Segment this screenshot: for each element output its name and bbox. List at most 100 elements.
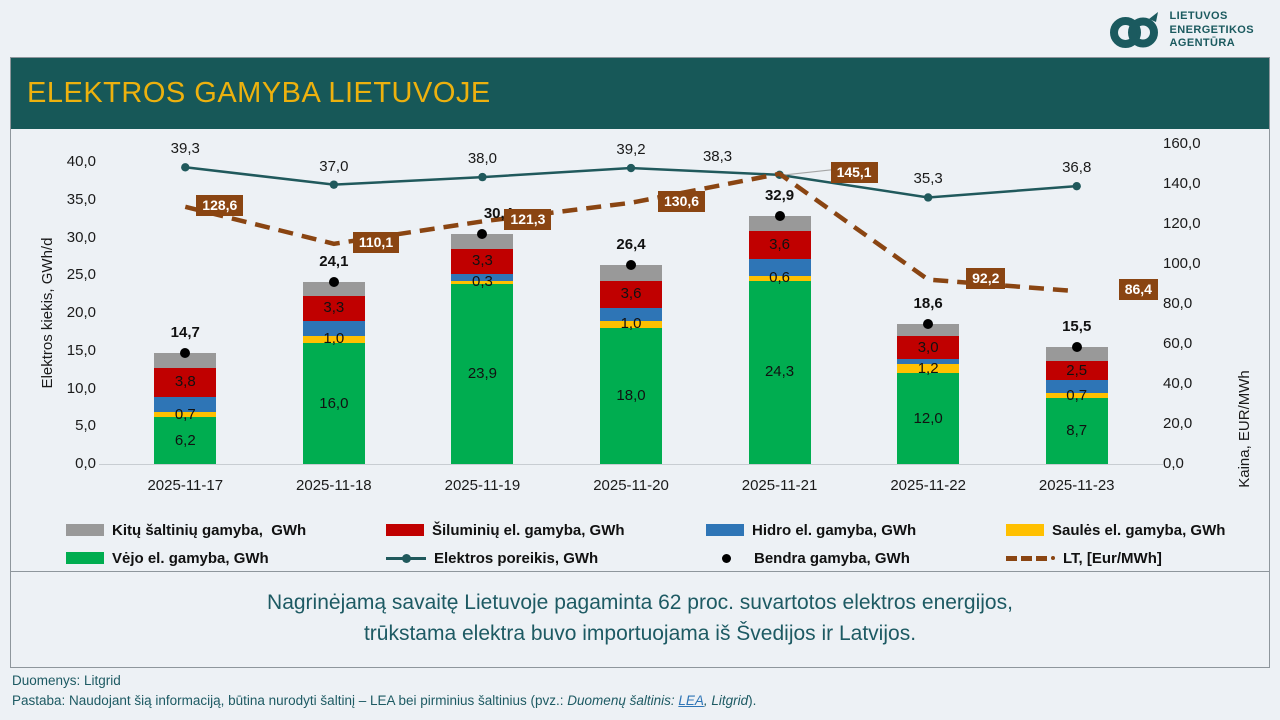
bar-segment bbox=[897, 364, 960, 374]
legend-row: Kitų šaltinių gamyba, GWh Šiluminių el. g… bbox=[66, 516, 1269, 544]
y-axis-tick-label: 25,0 bbox=[66, 266, 96, 284]
legend-swatch-dashes-icon bbox=[1006, 555, 1055, 561]
x-axis-tick-label: 2025-11-22 bbox=[890, 477, 966, 494]
legend-item: LT, [Eur/MWh] bbox=[1006, 550, 1266, 567]
y2-axis-tick-label: 0,0 bbox=[1163, 455, 1184, 472]
logo-line-3: AGENTŪRA bbox=[1169, 37, 1236, 49]
bar-segment bbox=[1045, 361, 1108, 381]
total-label: 26,4 bbox=[616, 235, 646, 253]
demand-label: 38,3 bbox=[702, 147, 733, 165]
bar-segment bbox=[600, 320, 662, 329]
bar-segment bbox=[302, 295, 365, 321]
price-label: 110,1 bbox=[352, 231, 400, 253]
legend-item: Saulės el. gamyba, GWh bbox=[1006, 522, 1266, 539]
legend-label: Bendra gamyba, GWh bbox=[754, 549, 910, 567]
total-label: 24,1 bbox=[319, 253, 349, 271]
axis-title-left: Elektros kiekis, GWh/d bbox=[39, 237, 56, 389]
footer-source: Duomenys: Litgrid bbox=[12, 673, 121, 688]
legend-dash bbox=[1021, 555, 1032, 561]
logo-line-2: ENERGETIKOS bbox=[1169, 23, 1254, 36]
demand-label: 39,3 bbox=[170, 140, 200, 158]
y2-axis-tick-label: 20,0 bbox=[1163, 415, 1193, 432]
x-axis-tick-label: 2025-11-20 bbox=[593, 477, 669, 494]
bar-segment bbox=[154, 396, 217, 412]
price-label: 145,1 bbox=[830, 161, 878, 183]
y2-axis-tick-label: 80,0 bbox=[1163, 295, 1193, 312]
bar-value-label: 0,6 bbox=[769, 269, 790, 287]
logo-line-1: LIETUVOS bbox=[1169, 10, 1228, 22]
bar-segment bbox=[451, 283, 514, 464]
x-axis-line bbox=[99, 464, 1163, 465]
chart-legend: Kitų šaltinių gamyba, GWh Šiluminių el. g… bbox=[11, 506, 1269, 571]
legend-item: Bendra gamyba, GWh bbox=[706, 550, 1006, 567]
legend-item: Vėjo el. gamyba, GWh bbox=[66, 550, 386, 567]
bar-segment bbox=[154, 417, 217, 464]
legend-swatch-rect-icon bbox=[706, 524, 744, 536]
report-frame: ELEKTROS GAMYBA LIETUVOJE 0,0 5,0 10,0 15,0… bbox=[10, 57, 1270, 668]
bar-segment bbox=[897, 373, 960, 464]
bar-value-label: 3,8 bbox=[174, 373, 196, 391]
bar-segment bbox=[1045, 393, 1108, 399]
bar-segment bbox=[302, 343, 365, 464]
legend-label: LT, [Eur/MWh] bbox=[1063, 549, 1162, 567]
bar-segment bbox=[302, 320, 365, 336]
total-dot bbox=[774, 210, 785, 221]
legend-dash bbox=[1036, 555, 1047, 561]
legend-swatch-dot-icon bbox=[706, 551, 746, 565]
bar-segment bbox=[302, 335, 365, 344]
bar-value-label: 3,6 bbox=[769, 236, 790, 254]
legend-label: Saulės el. gamyba, GWh bbox=[1052, 521, 1226, 539]
legend-item: Kitų šaltinių gamyba, GWh bbox=[66, 522, 386, 539]
bar-value-label: 18,0 bbox=[616, 387, 646, 405]
bar-segment bbox=[154, 353, 217, 369]
y2-axis-tick-label: 140,0 bbox=[1163, 175, 1201, 192]
total-dot bbox=[1071, 341, 1082, 352]
summary-line-1: Nagrinėjamą savaitę Lietuvoje pagaminta … bbox=[267, 591, 1013, 614]
y-axis-tick-label: 40,0 bbox=[66, 153, 96, 170]
bar-segment bbox=[748, 280, 811, 464]
report-header: ELEKTROS GAMYBA LIETUVOJE bbox=[11, 58, 1269, 129]
summary-line-2: trūkstama elektra buvo importuojama iš Š… bbox=[363, 622, 917, 645]
bar-value-label: 1,0 bbox=[620, 315, 642, 333]
bar-value-label: 24,3 bbox=[764, 363, 795, 381]
axis-title-right: Kaina, EUR/MWh bbox=[1236, 370, 1253, 488]
legend-swatch-rect-icon bbox=[1006, 524, 1044, 536]
total-label: 18,6 bbox=[913, 294, 943, 312]
legend-row: Vėjo el. gamyba, GWh Elektros poreikis, G… bbox=[66, 544, 1269, 572]
total-label: 32,9 bbox=[764, 186, 795, 204]
legend-label: Šiluminių el. gamyba, GWh bbox=[432, 521, 625, 539]
y2-axis-tick-label: 40,0 bbox=[1163, 375, 1193, 392]
total-label: 14,7 bbox=[170, 324, 200, 341]
bar-value-label: 23,9 bbox=[467, 364, 498, 382]
demand-label: 39,2 bbox=[616, 141, 646, 159]
x-axis-tick-label: 2025-11-23 bbox=[1038, 477, 1115, 494]
bar-segment bbox=[1045, 380, 1108, 394]
total-dot bbox=[923, 318, 934, 329]
legend-item: Hidro el. gamyba, GWh bbox=[706, 522, 1006, 539]
y-axis-tick-label: 0,0 bbox=[75, 455, 96, 472]
x-axis-tick-label: 2025-11-18 bbox=[296, 477, 372, 494]
y2-axis-tick-label: 120,0 bbox=[1163, 215, 1201, 232]
bar-segment bbox=[154, 368, 217, 397]
legend-swatch-line-dot-icon bbox=[386, 551, 426, 565]
bar-segment bbox=[600, 307, 662, 321]
total-dot bbox=[180, 348, 191, 358]
legend-label: Vėjo el. gamyba, GWh bbox=[112, 549, 269, 567]
footer-note: Pastaba: Naudojant šią informaciją, būti… bbox=[12, 691, 756, 711]
bar-segment bbox=[897, 336, 960, 360]
legend-label: Hidro el. gamyba, GWh bbox=[752, 521, 917, 539]
price-label: 128,6 bbox=[196, 194, 244, 216]
demand-label: 36,8 bbox=[1062, 159, 1092, 177]
x-axis-tick-label: 2025-11-21 bbox=[741, 477, 818, 494]
lea-logo: LIETUVOS ENERGETIKOS AGENTŪRA bbox=[1109, 10, 1254, 51]
y-axis-tick-label: 35,0 bbox=[66, 190, 96, 208]
bar-value-label: 3,6 bbox=[620, 285, 642, 303]
legend-swatch-rect-icon bbox=[66, 524, 104, 536]
bar-segment bbox=[600, 328, 662, 464]
legend-label: Kitų šaltinių gamyba, GWh bbox=[112, 521, 307, 539]
bar-segment bbox=[897, 359, 960, 365]
bar-segment bbox=[897, 323, 960, 337]
lea-link[interactable]: LEA bbox=[678, 693, 704, 708]
summary-message: Nagrinėjamą savaitę Lietuvoje pagaminta … bbox=[11, 571, 1269, 668]
bar-value-label: 1,0 bbox=[323, 330, 345, 348]
